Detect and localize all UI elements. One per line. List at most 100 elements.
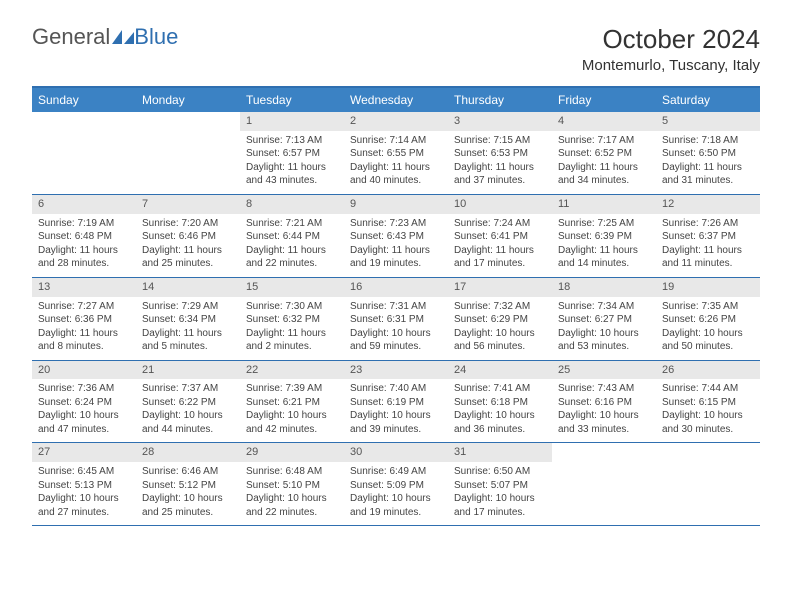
day-body: Sunrise: 7:34 AMSunset: 6:27 PMDaylight:… xyxy=(552,297,656,360)
daylight-line: Daylight: 11 hours and 2 minutes. xyxy=(246,327,338,354)
day-number: 3 xyxy=(448,112,552,131)
sunset-line: Sunset: 6:15 PM xyxy=(662,396,754,410)
day-body: Sunrise: 7:19 AMSunset: 6:48 PMDaylight:… xyxy=(32,214,136,277)
daylight-line: Daylight: 10 hours and 50 minutes. xyxy=(662,327,754,354)
daylight-line: Daylight: 10 hours and 39 minutes. xyxy=(350,409,442,436)
calendar-cell: 26Sunrise: 7:44 AMSunset: 6:15 PMDayligh… xyxy=(656,361,760,444)
sunrise-line: Sunrise: 7:37 AM xyxy=(142,382,234,396)
sunset-line: Sunset: 5:13 PM xyxy=(38,479,130,493)
day-number: 18 xyxy=(552,278,656,297)
sunrise-line: Sunrise: 7:40 AM xyxy=(350,382,442,396)
calendar-cell-empty xyxy=(136,112,240,195)
daylight-line: Daylight: 11 hours and 25 minutes. xyxy=(142,244,234,271)
calendar-cell: 5Sunrise: 7:18 AMSunset: 6:50 PMDaylight… xyxy=(656,112,760,195)
sunset-line: Sunset: 6:36 PM xyxy=(38,313,130,327)
sunrise-line: Sunrise: 7:14 AM xyxy=(350,134,442,148)
day-body: Sunrise: 7:27 AMSunset: 6:36 PMDaylight:… xyxy=(32,297,136,360)
sunrise-line: Sunrise: 7:31 AM xyxy=(350,300,442,314)
calendar-cell: 22Sunrise: 7:39 AMSunset: 6:21 PMDayligh… xyxy=(240,361,344,444)
daylight-line: Daylight: 10 hours and 27 minutes. xyxy=(38,492,130,519)
calendar-cell: 3Sunrise: 7:15 AMSunset: 6:53 PMDaylight… xyxy=(448,112,552,195)
sunrise-line: Sunrise: 7:36 AM xyxy=(38,382,130,396)
daylight-line: Daylight: 10 hours and 19 minutes. xyxy=(350,492,442,519)
brand-part1: General xyxy=(32,24,110,50)
daylight-line: Daylight: 11 hours and 19 minutes. xyxy=(350,244,442,271)
day-number: 15 xyxy=(240,278,344,297)
day-number: 19 xyxy=(656,278,760,297)
sunrise-line: Sunrise: 7:32 AM xyxy=(454,300,546,314)
day-number: 25 xyxy=(552,361,656,380)
sunrise-line: Sunrise: 7:29 AM xyxy=(142,300,234,314)
sunrise-line: Sunrise: 7:34 AM xyxy=(558,300,650,314)
sunset-line: Sunset: 6:19 PM xyxy=(350,396,442,410)
daylight-line: Daylight: 11 hours and 37 minutes. xyxy=(454,161,546,188)
day-number: 24 xyxy=(448,361,552,380)
sunrise-line: Sunrise: 7:35 AM xyxy=(662,300,754,314)
daylight-line: Daylight: 11 hours and 11 minutes. xyxy=(662,244,754,271)
day-body: Sunrise: 7:29 AMSunset: 6:34 PMDaylight:… xyxy=(136,297,240,360)
sunset-line: Sunset: 6:53 PM xyxy=(454,147,546,161)
sunset-line: Sunset: 6:26 PM xyxy=(662,313,754,327)
calendar-cell-empty xyxy=(656,443,760,526)
sunset-line: Sunset: 5:07 PM xyxy=(454,479,546,493)
day-number: 27 xyxy=(32,443,136,462)
calendar-cell: 24Sunrise: 7:41 AMSunset: 6:18 PMDayligh… xyxy=(448,361,552,444)
daylight-line: Daylight: 10 hours and 36 minutes. xyxy=(454,409,546,436)
sunset-line: Sunset: 6:27 PM xyxy=(558,313,650,327)
sunrise-line: Sunrise: 7:27 AM xyxy=(38,300,130,314)
sunset-line: Sunset: 6:52 PM xyxy=(558,147,650,161)
daylight-line: Daylight: 10 hours and 44 minutes. xyxy=(142,409,234,436)
daylight-line: Daylight: 10 hours and 42 minutes. xyxy=(246,409,338,436)
day-body: Sunrise: 6:45 AMSunset: 5:13 PMDaylight:… xyxy=(32,462,136,525)
logo-sail-icon xyxy=(112,30,134,44)
sunset-line: Sunset: 6:44 PM xyxy=(246,230,338,244)
calendar-cell: 20Sunrise: 7:36 AMSunset: 6:24 PMDayligh… xyxy=(32,361,136,444)
day-body: Sunrise: 6:49 AMSunset: 5:09 PMDaylight:… xyxy=(344,462,448,525)
sunset-line: Sunset: 6:50 PM xyxy=(662,147,754,161)
sunrise-line: Sunrise: 7:15 AM xyxy=(454,134,546,148)
day-body: Sunrise: 7:15 AMSunset: 6:53 PMDaylight:… xyxy=(448,131,552,194)
day-number: 11 xyxy=(552,195,656,214)
calendar-cell: 4Sunrise: 7:17 AMSunset: 6:52 PMDaylight… xyxy=(552,112,656,195)
day-body: Sunrise: 7:30 AMSunset: 6:32 PMDaylight:… xyxy=(240,297,344,360)
sunrise-line: Sunrise: 7:25 AM xyxy=(558,217,650,231)
sunset-line: Sunset: 5:09 PM xyxy=(350,479,442,493)
weekday-header: Friday xyxy=(552,88,656,112)
daylight-line: Daylight: 11 hours and 31 minutes. xyxy=(662,161,754,188)
sunset-line: Sunset: 6:22 PM xyxy=(142,396,234,410)
day-number: 17 xyxy=(448,278,552,297)
daylight-line: Daylight: 11 hours and 14 minutes. xyxy=(558,244,650,271)
sunrise-line: Sunrise: 6:46 AM xyxy=(142,465,234,479)
calendar-cell: 30Sunrise: 6:49 AMSunset: 5:09 PMDayligh… xyxy=(344,443,448,526)
day-body: Sunrise: 7:21 AMSunset: 6:44 PMDaylight:… xyxy=(240,214,344,277)
calendar-grid: SundayMondayTuesdayWednesdayThursdayFrid… xyxy=(32,86,760,526)
sunset-line: Sunset: 6:29 PM xyxy=(454,313,546,327)
daylight-line: Daylight: 10 hours and 22 minutes. xyxy=(246,492,338,519)
daylight-line: Daylight: 11 hours and 17 minutes. xyxy=(454,244,546,271)
sunrise-line: Sunrise: 7:24 AM xyxy=(454,217,546,231)
day-number: 6 xyxy=(32,195,136,214)
day-body: Sunrise: 7:17 AMSunset: 6:52 PMDaylight:… xyxy=(552,131,656,194)
day-body: Sunrise: 7:39 AMSunset: 6:21 PMDaylight:… xyxy=(240,379,344,442)
calendar-cell: 16Sunrise: 7:31 AMSunset: 6:31 PMDayligh… xyxy=(344,278,448,361)
day-number: 12 xyxy=(656,195,760,214)
weekday-header: Tuesday xyxy=(240,88,344,112)
day-number: 29 xyxy=(240,443,344,462)
day-body: Sunrise: 7:24 AMSunset: 6:41 PMDaylight:… xyxy=(448,214,552,277)
sunrise-line: Sunrise: 7:43 AM xyxy=(558,382,650,396)
sunset-line: Sunset: 6:48 PM xyxy=(38,230,130,244)
sunset-line: Sunset: 6:32 PM xyxy=(246,313,338,327)
sunrise-line: Sunrise: 6:50 AM xyxy=(454,465,546,479)
calendar-cell-empty xyxy=(32,112,136,195)
sunrise-line: Sunrise: 6:45 AM xyxy=(38,465,130,479)
day-number: 4 xyxy=(552,112,656,131)
daylight-line: Daylight: 10 hours and 30 minutes. xyxy=(662,409,754,436)
sunset-line: Sunset: 6:37 PM xyxy=(662,230,754,244)
day-body: Sunrise: 7:36 AMSunset: 6:24 PMDaylight:… xyxy=(32,379,136,442)
day-body: Sunrise: 7:25 AMSunset: 6:39 PMDaylight:… xyxy=(552,214,656,277)
sunset-line: Sunset: 6:43 PM xyxy=(350,230,442,244)
calendar-cell: 11Sunrise: 7:25 AMSunset: 6:39 PMDayligh… xyxy=(552,195,656,278)
calendar-cell: 13Sunrise: 7:27 AMSunset: 6:36 PMDayligh… xyxy=(32,278,136,361)
day-number: 10 xyxy=(448,195,552,214)
sunrise-line: Sunrise: 7:44 AM xyxy=(662,382,754,396)
